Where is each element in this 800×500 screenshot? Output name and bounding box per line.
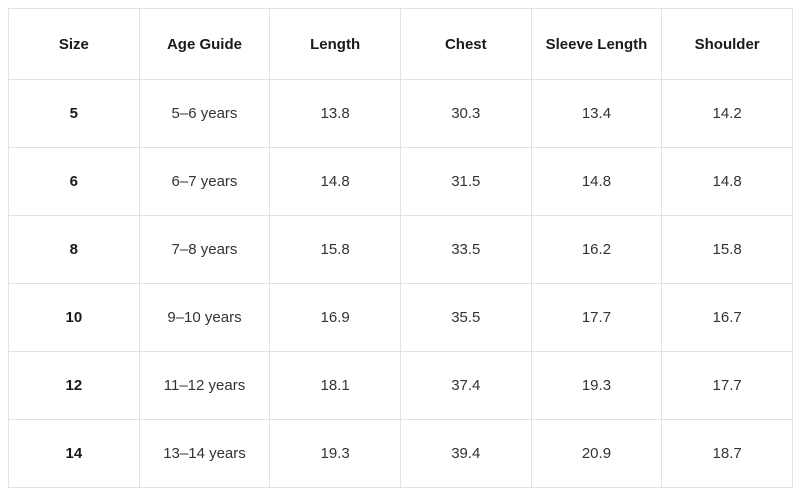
cell-shoulder: 16.7 xyxy=(661,283,793,352)
cell-sleeve-length: 14.8 xyxy=(530,147,663,216)
cell-size: 10 xyxy=(8,283,140,352)
size-chart-table: Size Age Guide Length Chest Sleeve Lengt… xyxy=(8,8,793,488)
cell-size: 8 xyxy=(8,215,140,284)
cell-age-guide: 13–14 years xyxy=(138,419,271,488)
cell-size: 5 xyxy=(8,79,140,148)
cell-length: 16.9 xyxy=(269,283,401,352)
cell-shoulder: 14.2 xyxy=(661,79,793,148)
header-size: Size xyxy=(8,8,140,80)
cell-shoulder: 14.8 xyxy=(661,147,793,216)
header-length: Length xyxy=(269,8,401,80)
cell-chest: 31.5 xyxy=(399,147,532,216)
table-row: 12 11–12 years 18.1 37.4 19.3 17.7 xyxy=(8,351,793,420)
cell-length: 19.3 xyxy=(269,419,401,488)
cell-chest: 35.5 xyxy=(399,283,532,352)
header-row: Size Age Guide Length Chest Sleeve Lengt… xyxy=(8,8,793,80)
table-row: 10 9–10 years 16.9 35.5 17.7 16.7 xyxy=(8,283,793,352)
cell-age-guide: 5–6 years xyxy=(138,79,271,148)
header-sleeve-length: Sleeve Length xyxy=(530,8,663,80)
cell-shoulder: 17.7 xyxy=(661,351,793,420)
table-row: 5 5–6 years 13.8 30.3 13.4 14.2 xyxy=(8,79,793,148)
table-header: Size Age Guide Length Chest Sleeve Lengt… xyxy=(8,8,793,80)
cell-sleeve-length: 13.4 xyxy=(530,79,663,148)
cell-size: 6 xyxy=(8,147,140,216)
cell-chest: 39.4 xyxy=(399,419,532,488)
cell-shoulder: 15.8 xyxy=(661,215,793,284)
cell-sleeve-length: 16.2 xyxy=(530,215,663,284)
cell-age-guide: 7–8 years xyxy=(138,215,271,284)
cell-length: 13.8 xyxy=(269,79,401,148)
cell-sleeve-length: 17.7 xyxy=(530,283,663,352)
header-shoulder: Shoulder xyxy=(661,8,793,80)
cell-size: 12 xyxy=(8,351,140,420)
table-body: 5 5–6 years 13.8 30.3 13.4 14.2 6 6–7 ye… xyxy=(8,79,793,488)
size-chart: Size Age Guide Length Chest Sleeve Lengt… xyxy=(8,8,793,488)
cell-chest: 37.4 xyxy=(399,351,532,420)
cell-sleeve-length: 19.3 xyxy=(530,351,663,420)
header-chest: Chest xyxy=(399,8,532,80)
header-age-guide: Age Guide xyxy=(138,8,271,80)
cell-age-guide: 6–7 years xyxy=(138,147,271,216)
cell-size: 14 xyxy=(8,419,140,488)
cell-sleeve-length: 20.9 xyxy=(530,419,663,488)
cell-shoulder: 18.7 xyxy=(661,419,793,488)
table-row: 8 7–8 years 15.8 33.5 16.2 15.8 xyxy=(8,215,793,284)
cell-chest: 33.5 xyxy=(399,215,532,284)
cell-length: 14.8 xyxy=(269,147,401,216)
cell-length: 18.1 xyxy=(269,351,401,420)
cell-age-guide: 11–12 years xyxy=(138,351,271,420)
cell-length: 15.8 xyxy=(269,215,401,284)
cell-age-guide: 9–10 years xyxy=(138,283,271,352)
cell-chest: 30.3 xyxy=(399,79,532,148)
table-row: 14 13–14 years 19.3 39.4 20.9 18.7 xyxy=(8,419,793,488)
table-row: 6 6–7 years 14.8 31.5 14.8 14.8 xyxy=(8,147,793,216)
